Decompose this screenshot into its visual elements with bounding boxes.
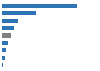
Bar [2, 19, 18, 23]
Bar [2, 11, 36, 15]
Bar [2, 48, 6, 52]
Bar [2, 56, 5, 60]
Bar [2, 33, 11, 38]
Bar [2, 4, 77, 8]
Bar [2, 63, 3, 67]
Bar [2, 41, 8, 45]
Bar [2, 26, 14, 30]
